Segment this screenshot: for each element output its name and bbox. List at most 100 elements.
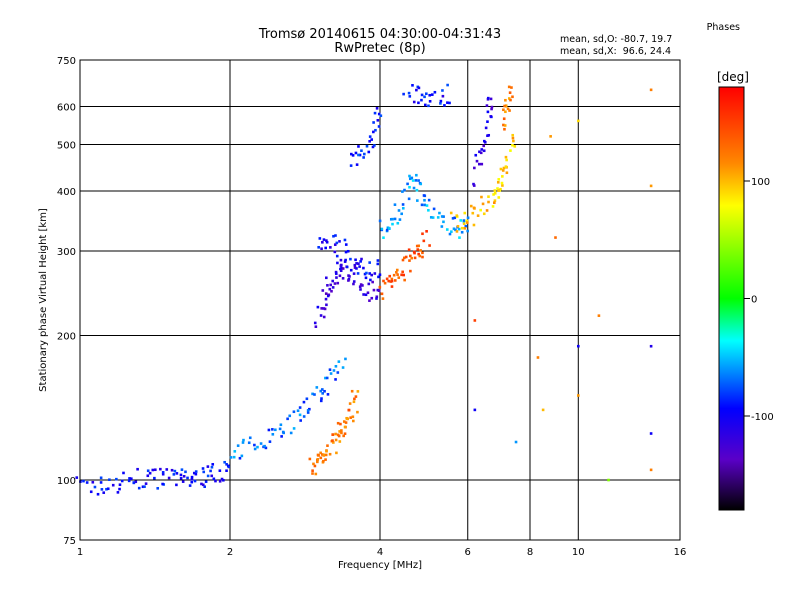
data-point bbox=[482, 149, 486, 153]
data-point bbox=[323, 389, 326, 393]
data-point bbox=[417, 252, 420, 256]
data-point bbox=[146, 474, 150, 478]
data-point bbox=[324, 453, 328, 457]
plot-frame bbox=[79, 59, 681, 541]
data-point bbox=[352, 419, 355, 423]
data-point bbox=[341, 277, 345, 280]
data-point bbox=[373, 111, 377, 115]
data-point bbox=[347, 408, 351, 412]
data-point bbox=[397, 209, 401, 212]
data-point bbox=[576, 344, 580, 348]
data-point bbox=[274, 428, 277, 432]
data-point bbox=[506, 107, 510, 111]
data-point bbox=[335, 451, 338, 455]
data-point bbox=[206, 474, 210, 478]
data-point bbox=[392, 273, 396, 277]
data-point bbox=[339, 422, 342, 426]
data-point bbox=[354, 395, 358, 398]
data-point bbox=[338, 274, 342, 278]
data-point bbox=[322, 238, 326, 241]
data-point bbox=[349, 164, 353, 167]
data-point bbox=[500, 181, 504, 185]
data-point bbox=[503, 104, 506, 108]
data-point bbox=[355, 262, 358, 265]
data-point bbox=[214, 479, 217, 483]
data-point bbox=[343, 432, 347, 436]
data-point bbox=[338, 430, 341, 433]
data-point bbox=[331, 439, 334, 442]
data-point bbox=[376, 262, 380, 266]
data-point bbox=[365, 271, 368, 275]
data-point bbox=[463, 211, 467, 215]
data-point bbox=[390, 279, 394, 283]
data-point bbox=[492, 193, 495, 196]
data-point bbox=[380, 292, 384, 296]
data-point bbox=[85, 481, 89, 484]
data-point bbox=[353, 266, 357, 269]
data-point bbox=[324, 376, 327, 380]
data-point bbox=[441, 89, 444, 92]
data-point bbox=[236, 444, 240, 447]
data-point bbox=[489, 97, 493, 101]
data-point bbox=[182, 475, 186, 478]
data-point bbox=[417, 86, 421, 90]
data-point bbox=[89, 490, 93, 494]
data-point bbox=[409, 254, 412, 258]
data-point bbox=[499, 187, 502, 191]
data-point bbox=[477, 162, 481, 166]
data-point bbox=[344, 258, 347, 262]
data-point bbox=[497, 189, 500, 192]
data-point bbox=[302, 400, 306, 404]
grid-lines bbox=[80, 60, 680, 540]
data-point bbox=[336, 421, 340, 425]
data-point bbox=[362, 293, 365, 296]
data-point bbox=[333, 250, 337, 254]
data-point bbox=[357, 153, 360, 157]
data-point bbox=[333, 243, 337, 246]
data-point bbox=[391, 217, 394, 221]
data-point bbox=[452, 227, 456, 231]
data-point bbox=[458, 236, 461, 239]
data-point bbox=[387, 279, 391, 283]
data-point bbox=[165, 468, 169, 471]
data-point bbox=[421, 251, 424, 255]
data-point bbox=[415, 88, 418, 92]
data-point bbox=[432, 207, 436, 211]
data-point bbox=[403, 188, 406, 192]
data-point bbox=[100, 488, 104, 491]
data-point bbox=[419, 249, 422, 252]
y-tick-label: 600 bbox=[57, 103, 76, 114]
data-point bbox=[381, 297, 385, 300]
data-point bbox=[497, 196, 501, 199]
data-point bbox=[351, 415, 355, 419]
data-points bbox=[75, 83, 653, 496]
data-point bbox=[502, 123, 505, 127]
data-point bbox=[476, 214, 480, 217]
data-point bbox=[202, 470, 206, 474]
data-point bbox=[362, 266, 365, 270]
data-point bbox=[496, 181, 500, 184]
data-point bbox=[371, 145, 375, 149]
data-point bbox=[473, 207, 476, 210]
data-point bbox=[375, 297, 378, 300]
data-point bbox=[472, 182, 475, 186]
data-point bbox=[486, 96, 490, 100]
data-point bbox=[312, 462, 315, 466]
x-tick-label: 16 bbox=[674, 547, 687, 558]
data-point bbox=[401, 203, 405, 206]
data-point bbox=[460, 226, 464, 230]
data-point bbox=[483, 139, 486, 143]
phase-title: Phases bbox=[706, 22, 740, 33]
data-point bbox=[335, 276, 338, 279]
data-point bbox=[473, 319, 477, 322]
data-point bbox=[397, 276, 401, 279]
data-point bbox=[487, 133, 491, 137]
data-point bbox=[649, 468, 653, 472]
data-point bbox=[422, 194, 426, 197]
data-point bbox=[370, 296, 374, 300]
data-point bbox=[354, 151, 358, 155]
data-point bbox=[474, 153, 478, 157]
data-point bbox=[372, 121, 375, 124]
data-point bbox=[401, 258, 405, 262]
data-point bbox=[411, 84, 414, 87]
